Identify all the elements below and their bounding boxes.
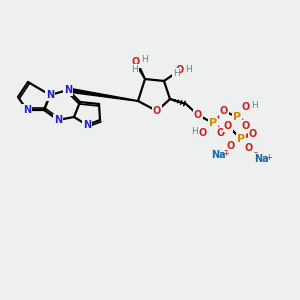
Text: O: O (217, 128, 225, 138)
Text: H: H (132, 64, 138, 74)
Text: -: - (253, 147, 257, 157)
Text: N: N (23, 105, 31, 115)
Text: O: O (242, 102, 250, 112)
Text: +: + (223, 148, 230, 158)
Text: N: N (54, 115, 62, 125)
Text: P: P (233, 112, 241, 122)
Text: N: N (46, 90, 54, 100)
Text: H: H (252, 100, 258, 109)
Text: N: N (64, 85, 72, 95)
Text: H: H (172, 68, 179, 77)
Text: O: O (224, 121, 232, 131)
Text: H: H (184, 65, 191, 74)
Text: O: O (249, 129, 257, 139)
Polygon shape (135, 61, 145, 79)
Text: O: O (199, 128, 207, 138)
Text: P: P (237, 134, 245, 144)
Text: O: O (220, 106, 228, 116)
Text: -: - (223, 145, 227, 155)
Text: H: H (190, 127, 197, 136)
Text: O: O (245, 143, 253, 153)
Text: H: H (141, 55, 147, 64)
Text: O: O (132, 57, 140, 67)
Text: +: + (266, 152, 272, 161)
Text: Na: Na (254, 154, 268, 164)
Polygon shape (68, 88, 138, 101)
Text: O: O (194, 110, 202, 120)
Text: P: P (209, 118, 217, 128)
Text: O: O (227, 141, 235, 151)
Text: N: N (83, 120, 91, 130)
Text: O: O (176, 65, 184, 75)
Text: Na: Na (211, 150, 225, 160)
Text: O: O (242, 121, 250, 131)
Text: O: O (153, 106, 161, 116)
